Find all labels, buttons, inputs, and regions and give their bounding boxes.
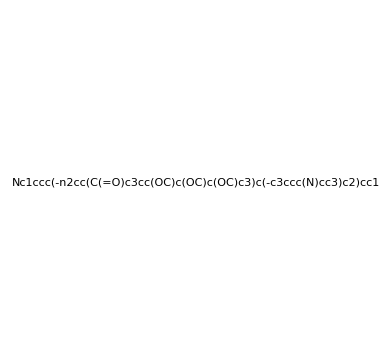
Text: Nc1ccc(-n2cc(C(=O)c3cc(OC)c(OC)c(OC)c3)c(-c3ccc(N)cc3)c2)cc1: Nc1ccc(-n2cc(C(=O)c3cc(OC)c(OC)c(OC)c3)c…: [12, 178, 380, 188]
